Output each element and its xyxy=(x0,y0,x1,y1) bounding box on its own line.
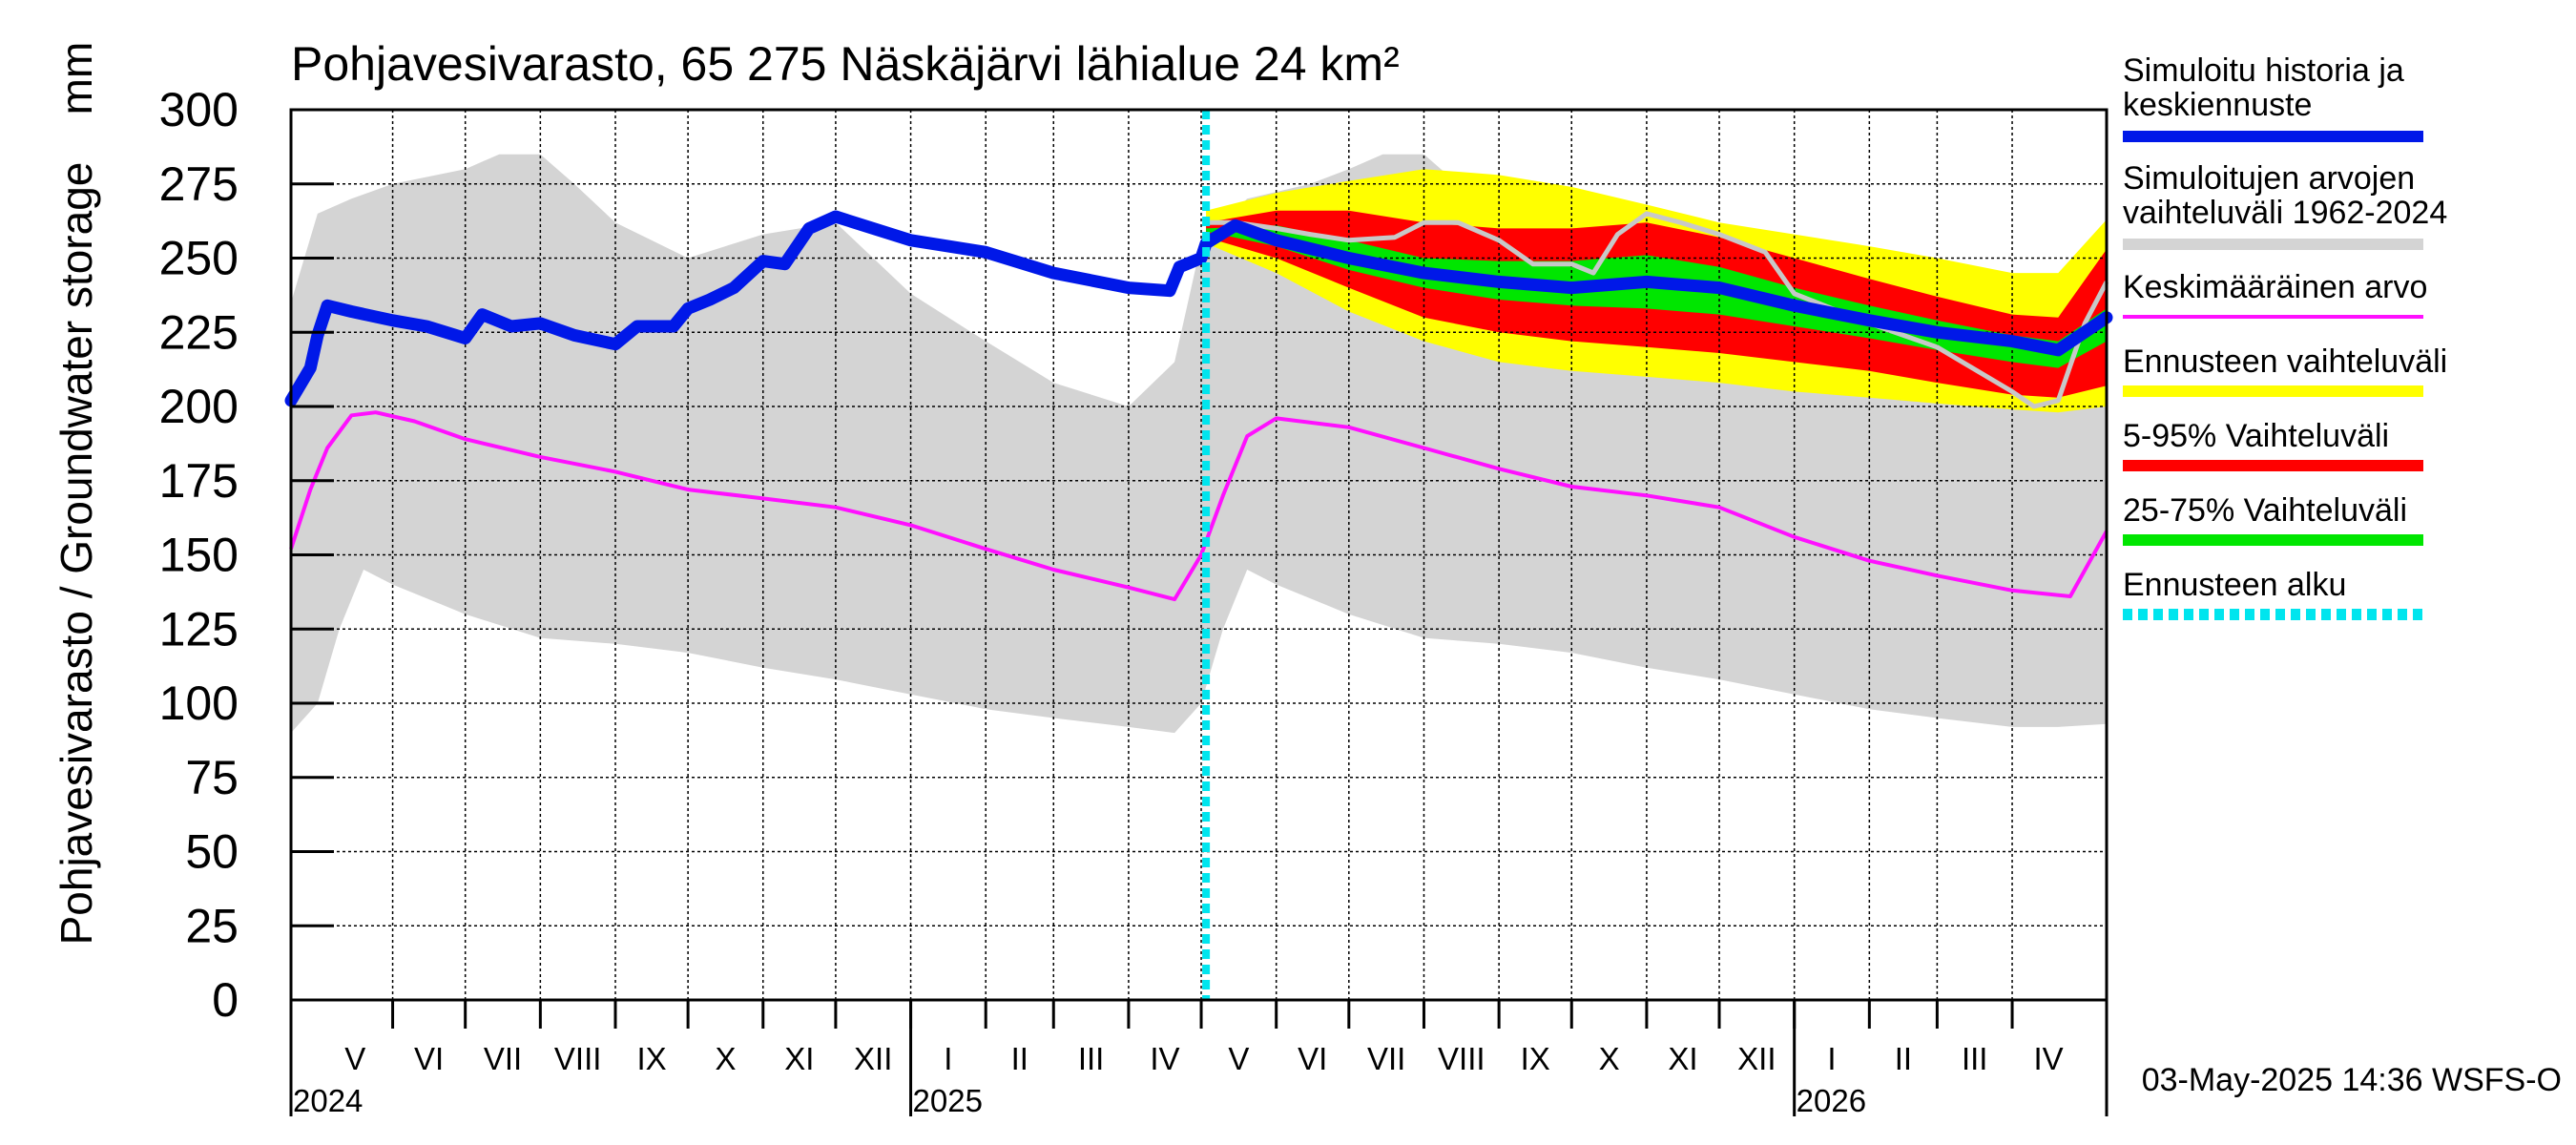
year-label: 2024 xyxy=(293,1083,363,1118)
history-line xyxy=(284,210,2113,407)
month-label: VI xyxy=(414,1041,444,1076)
month-label: III xyxy=(1078,1041,1105,1076)
month-label: XII xyxy=(1737,1041,1776,1076)
range-bands xyxy=(291,154,2107,734)
legend-label: Ennusteen alku xyxy=(2123,567,2346,603)
month-label: VII xyxy=(1367,1041,1405,1076)
y-tick-label: 275 xyxy=(159,157,239,211)
y-tick-label: 100 xyxy=(159,677,239,730)
month-label: VIII xyxy=(1438,1041,1485,1076)
month-label: V xyxy=(1228,1041,1249,1076)
legend-label: 25-75% Vaihteluväli xyxy=(2123,492,2407,529)
y-tick-label: 125 xyxy=(159,602,239,656)
y-tick-label: 200 xyxy=(159,380,239,433)
y-axis-label: Pohjavesivarasto / Groundwater storage xyxy=(52,162,101,946)
month-label: II xyxy=(1011,1041,1028,1076)
month-label: I xyxy=(1827,1041,1836,1076)
month-label: II xyxy=(1895,1041,1912,1076)
timestamp: 03-May-2025 14:36 WSFS-O xyxy=(2142,1062,2562,1098)
mean-line xyxy=(289,410,2109,602)
y-tick-label: 75 xyxy=(185,751,239,804)
chart-title: Pohjavesivarasto, 65 275 Näskäjärvi lähi… xyxy=(291,37,1400,91)
month-label: X xyxy=(715,1041,736,1076)
month-label: X xyxy=(1599,1041,1620,1076)
month-label: XI xyxy=(784,1041,814,1076)
y-tick-label: 50 xyxy=(185,825,239,879)
month-label: VII xyxy=(484,1041,522,1076)
month-label: III xyxy=(1962,1041,1988,1076)
legend-label: Simuloitu historia ja xyxy=(2123,52,2404,89)
month-label: XII xyxy=(854,1041,892,1076)
series-lines xyxy=(284,110,2113,1000)
legend-label: Simuloitujen arvojen xyxy=(2123,160,2415,197)
y-tick-label: 25 xyxy=(185,899,239,952)
month-label: V xyxy=(344,1041,365,1076)
y-tick-label: 250 xyxy=(159,232,239,285)
month-label: IV xyxy=(2034,1041,2064,1076)
legend-label: keskiennuste xyxy=(2123,87,2312,123)
legend-label: 5-95% Vaihteluväli xyxy=(2123,418,2389,454)
month-label: IX xyxy=(1521,1041,1550,1076)
range-line xyxy=(1206,211,2109,409)
year-label: 2025 xyxy=(913,1083,983,1118)
legend-label: Ennusteen vaihteluväli xyxy=(2123,344,2447,380)
y-tick-label: 300 xyxy=(159,83,239,136)
y-axis-unit: mm xyxy=(52,42,101,115)
month-label: IV xyxy=(1150,1041,1179,1076)
month-label: I xyxy=(944,1041,952,1076)
month-label: XI xyxy=(1668,1041,1697,1076)
y-tick-label: 0 xyxy=(212,973,239,1027)
year-label: 2026 xyxy=(1797,1083,1866,1118)
y-tick-label: 225 xyxy=(159,305,239,359)
month-label: VIII xyxy=(554,1041,602,1076)
p25-75-band xyxy=(1206,225,2107,368)
month-label: VI xyxy=(1298,1041,1327,1076)
legend-label: vaihteluväli 1962-2024 xyxy=(2123,195,2447,231)
y-tick-label: 175 xyxy=(159,454,239,508)
y-tick-label: 150 xyxy=(159,529,239,582)
legend-label: Keskimääräinen arvo xyxy=(2123,269,2427,305)
grid xyxy=(291,110,2107,1000)
month-label: IX xyxy=(636,1041,666,1076)
